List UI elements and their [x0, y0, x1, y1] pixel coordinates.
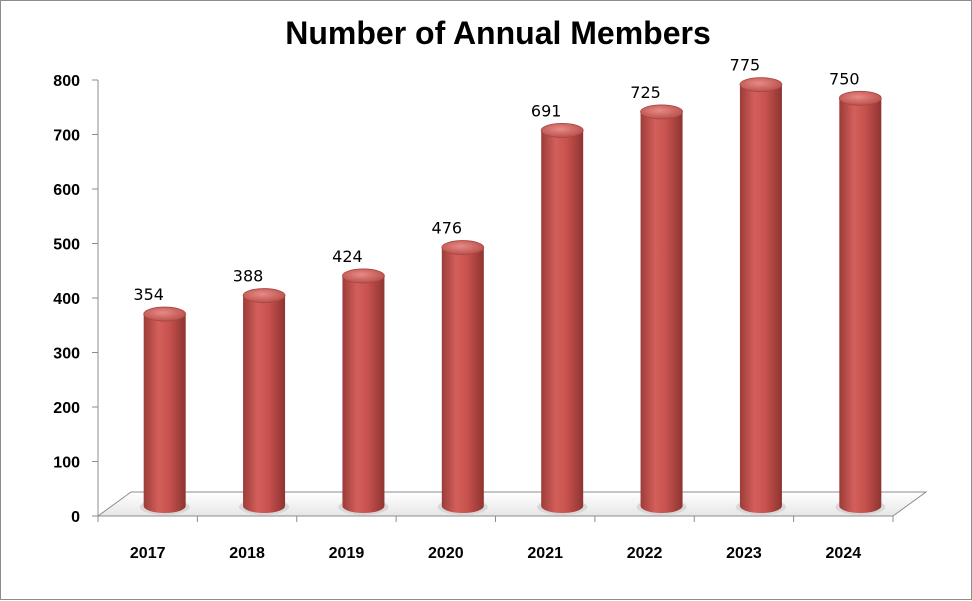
data-label: 354 — [133, 285, 164, 304]
bar-top — [838, 90, 882, 106]
bar-2023 — [735, 77, 786, 515]
bar-2022 — [636, 104, 687, 515]
data-label: 775 — [730, 56, 761, 75]
bar-2021 — [537, 123, 588, 515]
data-label: 691 — [531, 101, 562, 120]
bar-top — [441, 240, 485, 255]
y-tick-label: 600 — [53, 182, 80, 199]
bar-2024 — [835, 90, 886, 515]
x-tick-label: 2017 — [130, 545, 166, 562]
chart-floor — [96, 491, 928, 517]
x-tick-label: 2022 — [627, 545, 663, 562]
bar-body — [243, 295, 286, 513]
bar-2018 — [239, 288, 290, 515]
x-tick-label: 2024 — [826, 545, 862, 562]
bar-top — [342, 268, 385, 284]
data-label: 750 — [829, 69, 860, 88]
y-tick-label: 400 — [53, 291, 80, 308]
bar-top — [739, 77, 783, 93]
axes: 0 100 200 300 400 500 600 700 800 2017 2018 2019 202… — [53, 73, 928, 562]
data-label: 424 — [332, 247, 363, 266]
bar-2019 — [338, 268, 389, 515]
x-tick-label: 2020 — [428, 545, 464, 562]
bar-2020 — [437, 240, 488, 515]
bar-top — [143, 306, 187, 322]
bar-body — [839, 98, 882, 513]
y-tick-label: 700 — [53, 128, 80, 145]
bar-top — [640, 104, 683, 120]
bar-body — [541, 130, 584, 513]
y-tick-label: 800 — [53, 73, 80, 90]
y-tick-label: 100 — [53, 455, 80, 472]
x-tick-label: 2019 — [329, 545, 365, 562]
y-tick-label: 200 — [53, 400, 80, 417]
chart-title: Number of Annual Members — [285, 15, 711, 51]
y-tick-label: 500 — [53, 237, 80, 254]
y-tick-label: 0 — [71, 509, 80, 526]
data-label: 388 — [233, 267, 264, 286]
data-labels: 354 388 424 476 691 725 775 750 — [133, 56, 859, 304]
y-tick-label: 300 — [53, 346, 80, 363]
bar-body — [640, 111, 683, 513]
bars — [139, 77, 886, 515]
bar-body — [441, 247, 484, 513]
x-tick-label: 2018 — [229, 545, 265, 562]
data-label: 725 — [630, 83, 661, 102]
bar-body — [739, 84, 782, 513]
x-tick-label: 2023 — [726, 545, 762, 562]
x-tick-label: 2021 — [527, 545, 563, 562]
bar-body — [342, 275, 385, 513]
bar-top — [540, 123, 584, 138]
bar-top — [242, 288, 286, 303]
bar-2017 — [139, 306, 190, 515]
bar-body — [143, 314, 186, 513]
data-label: 476 — [432, 219, 463, 238]
